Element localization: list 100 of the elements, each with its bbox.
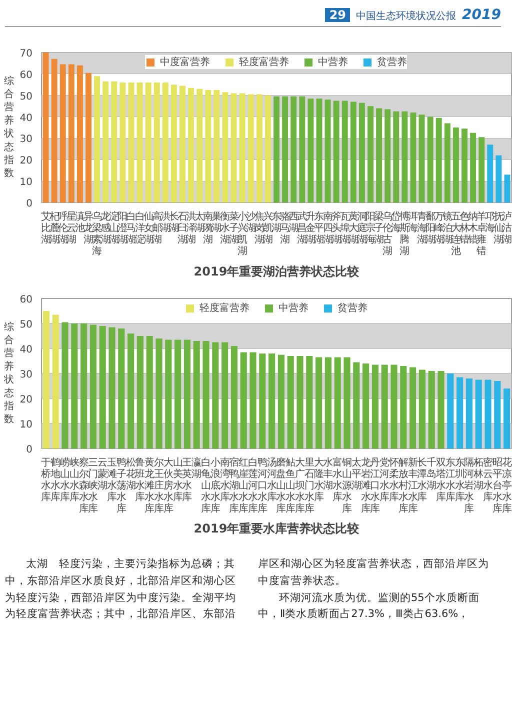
x-tick-label: 富水水库: [332, 456, 343, 504]
x-tick-label: 博斯腾湖: [400, 210, 410, 258]
x-tick-label: 峡山水库: [69, 456, 80, 504]
y-axis-title: 综合营养状态指数: [2, 74, 14, 180]
x-tick-label: 鸭子荡水库: [116, 458, 126, 515]
x-tick-label: 新丰江水库: [408, 456, 418, 515]
x-tick-label: 花凉亭水库: [502, 456, 512, 515]
x-tick-label: 宿鸭湖水库: [229, 456, 240, 515]
x-tick-label: 升金湖: [306, 210, 316, 246]
x-tick-label: 沙湖: [246, 210, 256, 234]
x-tick-label: 艾比湖: [40, 210, 51, 246]
y-tick-label: 0: [26, 198, 33, 210]
x-tick-label: 鹤地水库: [50, 456, 61, 504]
y-tick-label: 30: [20, 370, 33, 380]
x-tick-label: 大伙房水库: [163, 456, 174, 515]
text: 29: [325, 8, 350, 22]
x-tick-label: 菜子湖: [228, 210, 239, 246]
x-tick-label: 阳澄湖: [118, 212, 128, 246]
x-tick-label: 东平湖: [314, 210, 324, 246]
x-tick-label: 衡水湖: [220, 210, 230, 246]
x-tick-label: 隔河岩水库: [464, 458, 474, 515]
x-tick-label: 水丰湖: [323, 456, 334, 492]
x-tick-label: 南湾水库: [220, 456, 230, 504]
x-tick-label: 东江水库: [445, 456, 456, 504]
x-tick-label: 斧头湖: [331, 210, 342, 246]
y-tick-label: 0: [26, 444, 33, 456]
y-tick-label: 40: [20, 112, 33, 124]
x-tick-label: 小兴凯湖: [237, 210, 248, 258]
x-tick-label: 岱海: [391, 210, 402, 234]
x-tick-label: 千岛湖: [426, 456, 437, 492]
x-tick-label: 仙女湖: [143, 212, 154, 246]
x-tick-label: 洞庭湖: [356, 210, 367, 246]
text: 环湖河流水质为优。监测的55个水质断面中，Ⅱ类水质断面占27.3%，Ⅲ类占63.6%，: [258, 590, 480, 622]
x-tick-label: 羊卓雍错: [476, 210, 487, 258]
text: 2019年重要湖泊营养状态比较: [194, 264, 360, 278]
x-tick-label: 白马湖: [126, 210, 136, 246]
x-tick-label: 王英水库: [182, 458, 192, 504]
x-tick-label: 察尔森水库: [78, 456, 89, 515]
x-tick-label: 东圳水库: [454, 456, 465, 504]
x-tick-label: 于桥水库: [40, 458, 52, 504]
x-tick-label: 黄大湖: [348, 210, 358, 246]
x-tick-label: 青海湖: [416, 210, 427, 246]
x-tick-label: 龙岩滩水库: [360, 456, 371, 515]
x-tick-label: 玉滩水库: [107, 458, 117, 504]
text: 中国生态环境状况公报: [356, 11, 456, 22]
x-tick-label: 黄龙滩水库: [144, 456, 155, 515]
legend-label: 轻度富营养: [200, 302, 250, 315]
y-axis-title: 综合营养状态指数: [2, 320, 14, 426]
x-tick-label: 太平湖: [351, 456, 362, 492]
legend-label: 中营养: [318, 56, 348, 69]
x-tick-label: 洱海: [408, 210, 418, 234]
x-tick-label: 山美水库: [172, 456, 183, 504]
legend-label: 轻度富营养: [239, 56, 289, 69]
y-tick-label: 10: [20, 177, 33, 188]
x-tick-label: 磨盘山水库: [276, 456, 286, 515]
x-tick-label: 白莲河水库: [248, 456, 258, 515]
x-tick-label: 泸沽湖: [502, 210, 512, 246]
y-tick-label: 60: [20, 70, 33, 81]
x-tick-label: 武昌湖: [297, 210, 308, 246]
legend-label: 贫营养: [338, 302, 368, 315]
x-tick-label: 尔王庄水库: [154, 456, 164, 515]
x-tick-label: 汤河水库: [266, 456, 277, 504]
x-tick-label: 太湖: [194, 210, 205, 234]
x-tick-label: 乌伦古湖: [382, 210, 393, 258]
x-tick-label: 大广坝水库: [294, 456, 305, 515]
y-tick-label: 50: [20, 320, 33, 330]
x-tick-label: 西湖: [288, 212, 299, 234]
x-tick-label: 丹江口水库: [370, 458, 380, 515]
x-tick-label: 铜山源水库: [341, 458, 352, 515]
y-tick-label: 20: [20, 156, 33, 167]
legend-label: 贫营养: [377, 56, 407, 69]
x-tick-label: 呼伦湖: [58, 210, 68, 246]
x-tick-label: 松花湖: [126, 456, 136, 492]
x-tick-label: 柘林湖: [472, 456, 484, 492]
x-tick-label: 瓦埠湖: [338, 212, 350, 246]
x-tick-label: 邛海: [485, 212, 496, 234]
x-tick-label: 焦岗湖: [254, 210, 264, 246]
x-tick-label: 密云水库: [483, 456, 493, 504]
x-tick-label: 高邮湖: [152, 210, 162, 246]
y-tick-label: 20: [20, 394, 33, 406]
x-tick-label: 瀛湖: [192, 456, 202, 480]
x-tick-label: 巢湖: [212, 210, 222, 234]
x-tick-label: 昭平台水库: [492, 458, 502, 515]
text: 2019: [462, 7, 501, 23]
y-tick-label: 10: [20, 420, 33, 430]
legend-label: 中营养: [278, 302, 308, 315]
x-tick-label: 星云湖: [66, 212, 76, 246]
x-tick-label: 白洋淀: [134, 210, 145, 246]
x-tick-label: 大隆水库: [314, 456, 324, 504]
x-tick-label: 红崖山水库: [238, 456, 249, 515]
y-tick-label: 40: [20, 344, 33, 356]
x-tick-label: 抚仙湖: [492, 210, 504, 246]
x-tick-label: 云蒙湖: [98, 458, 108, 492]
y-tick-label: 70: [20, 48, 33, 60]
x-tick-label: 淀山湖: [109, 210, 120, 246]
y-tick-label: 50: [20, 91, 33, 102]
x-tick-label: 万峰湖: [434, 212, 444, 246]
x-tick-label: 解放村水库: [397, 458, 408, 515]
x-tick-label: 崂山水库: [60, 456, 70, 504]
x-tick-label: 党河水库: [380, 456, 390, 504]
